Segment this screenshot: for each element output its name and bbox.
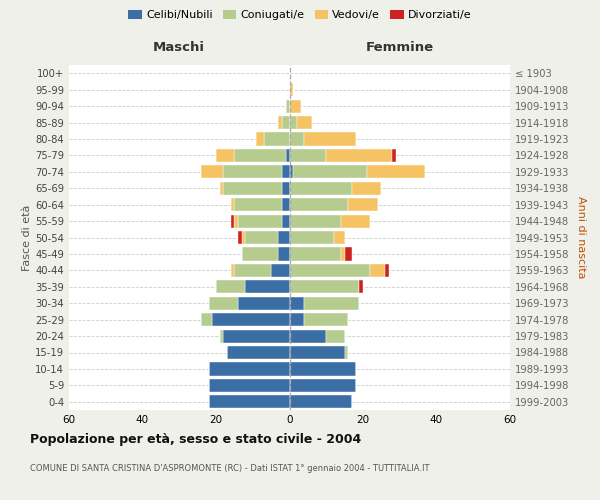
Bar <box>290 165 293 178</box>
Bar <box>282 198 290 211</box>
Bar <box>290 198 348 211</box>
Bar <box>271 264 290 277</box>
Bar <box>326 149 392 162</box>
Bar <box>290 83 293 96</box>
Bar <box>245 231 278 244</box>
Bar <box>290 132 304 145</box>
Bar <box>278 116 282 129</box>
Bar <box>282 165 290 178</box>
Bar <box>290 379 356 392</box>
Bar <box>230 198 235 211</box>
Bar <box>293 165 367 178</box>
Bar <box>385 264 389 277</box>
Bar <box>326 330 344 342</box>
Bar <box>209 296 238 310</box>
Bar <box>290 248 341 260</box>
Bar <box>392 149 396 162</box>
Legend: Celibi/Nubili, Coniugati/e, Vedovi/e, Divorziati/e: Celibi/Nubili, Coniugati/e, Vedovi/e, Di… <box>124 6 476 25</box>
Bar <box>235 214 238 228</box>
Bar <box>290 395 352 408</box>
Bar <box>341 248 344 260</box>
Bar <box>290 100 301 112</box>
Bar <box>282 116 290 129</box>
Bar <box>220 330 223 342</box>
Bar <box>235 149 286 162</box>
Bar <box>230 214 235 228</box>
Bar <box>278 231 290 244</box>
Bar <box>216 280 245 293</box>
Bar <box>348 198 378 211</box>
Y-axis label: Fasce di età: Fasce di età <box>22 204 32 270</box>
Bar <box>290 149 326 162</box>
Bar <box>370 264 385 277</box>
Bar <box>290 116 297 129</box>
Bar <box>334 231 344 244</box>
Bar <box>290 264 370 277</box>
Bar <box>290 231 334 244</box>
Bar <box>290 313 304 326</box>
Bar <box>286 149 290 162</box>
Bar <box>209 362 290 376</box>
Y-axis label: Anni di nascita: Anni di nascita <box>576 196 586 279</box>
Bar <box>238 231 242 244</box>
Text: Femmine: Femmine <box>365 40 434 54</box>
Bar <box>216 149 235 162</box>
Bar <box>290 280 359 293</box>
Bar <box>344 346 348 359</box>
Bar <box>367 165 425 178</box>
Bar <box>209 379 290 392</box>
Bar <box>344 248 352 260</box>
Bar <box>230 264 235 277</box>
Text: Popolazione per età, sesso e stato civile - 2004: Popolazione per età, sesso e stato civil… <box>30 432 361 446</box>
Bar <box>202 165 223 178</box>
Bar <box>282 214 290 228</box>
Bar <box>297 116 311 129</box>
Bar <box>256 132 264 145</box>
Bar <box>223 165 282 178</box>
Bar <box>304 313 348 326</box>
Bar <box>290 330 326 342</box>
Bar <box>223 182 282 195</box>
Bar <box>278 248 290 260</box>
Bar <box>245 280 290 293</box>
Bar <box>341 214 370 228</box>
Bar <box>235 198 282 211</box>
Bar <box>290 346 344 359</box>
Bar <box>290 214 341 228</box>
Bar <box>242 231 245 244</box>
Bar <box>264 132 290 145</box>
Bar <box>290 296 304 310</box>
Bar <box>282 182 290 195</box>
Bar <box>290 362 356 376</box>
Bar <box>238 296 290 310</box>
Text: Maschi: Maschi <box>153 40 205 54</box>
Bar <box>304 296 359 310</box>
Bar <box>352 182 382 195</box>
Bar <box>359 280 363 293</box>
Bar <box>286 100 290 112</box>
Text: COMUNE DI SANTA CRISTINA D'ASPROMONTE (RC) - Dati ISTAT 1° gennaio 2004 - TUTTIT: COMUNE DI SANTA CRISTINA D'ASPROMONTE (R… <box>30 464 430 473</box>
Bar <box>227 346 290 359</box>
Bar <box>238 214 282 228</box>
Bar <box>212 313 290 326</box>
Bar <box>220 182 223 195</box>
Bar <box>223 330 290 342</box>
Bar <box>202 313 212 326</box>
Bar <box>235 264 271 277</box>
Bar <box>304 132 356 145</box>
Bar <box>209 395 290 408</box>
Bar <box>290 182 352 195</box>
Bar <box>242 248 278 260</box>
